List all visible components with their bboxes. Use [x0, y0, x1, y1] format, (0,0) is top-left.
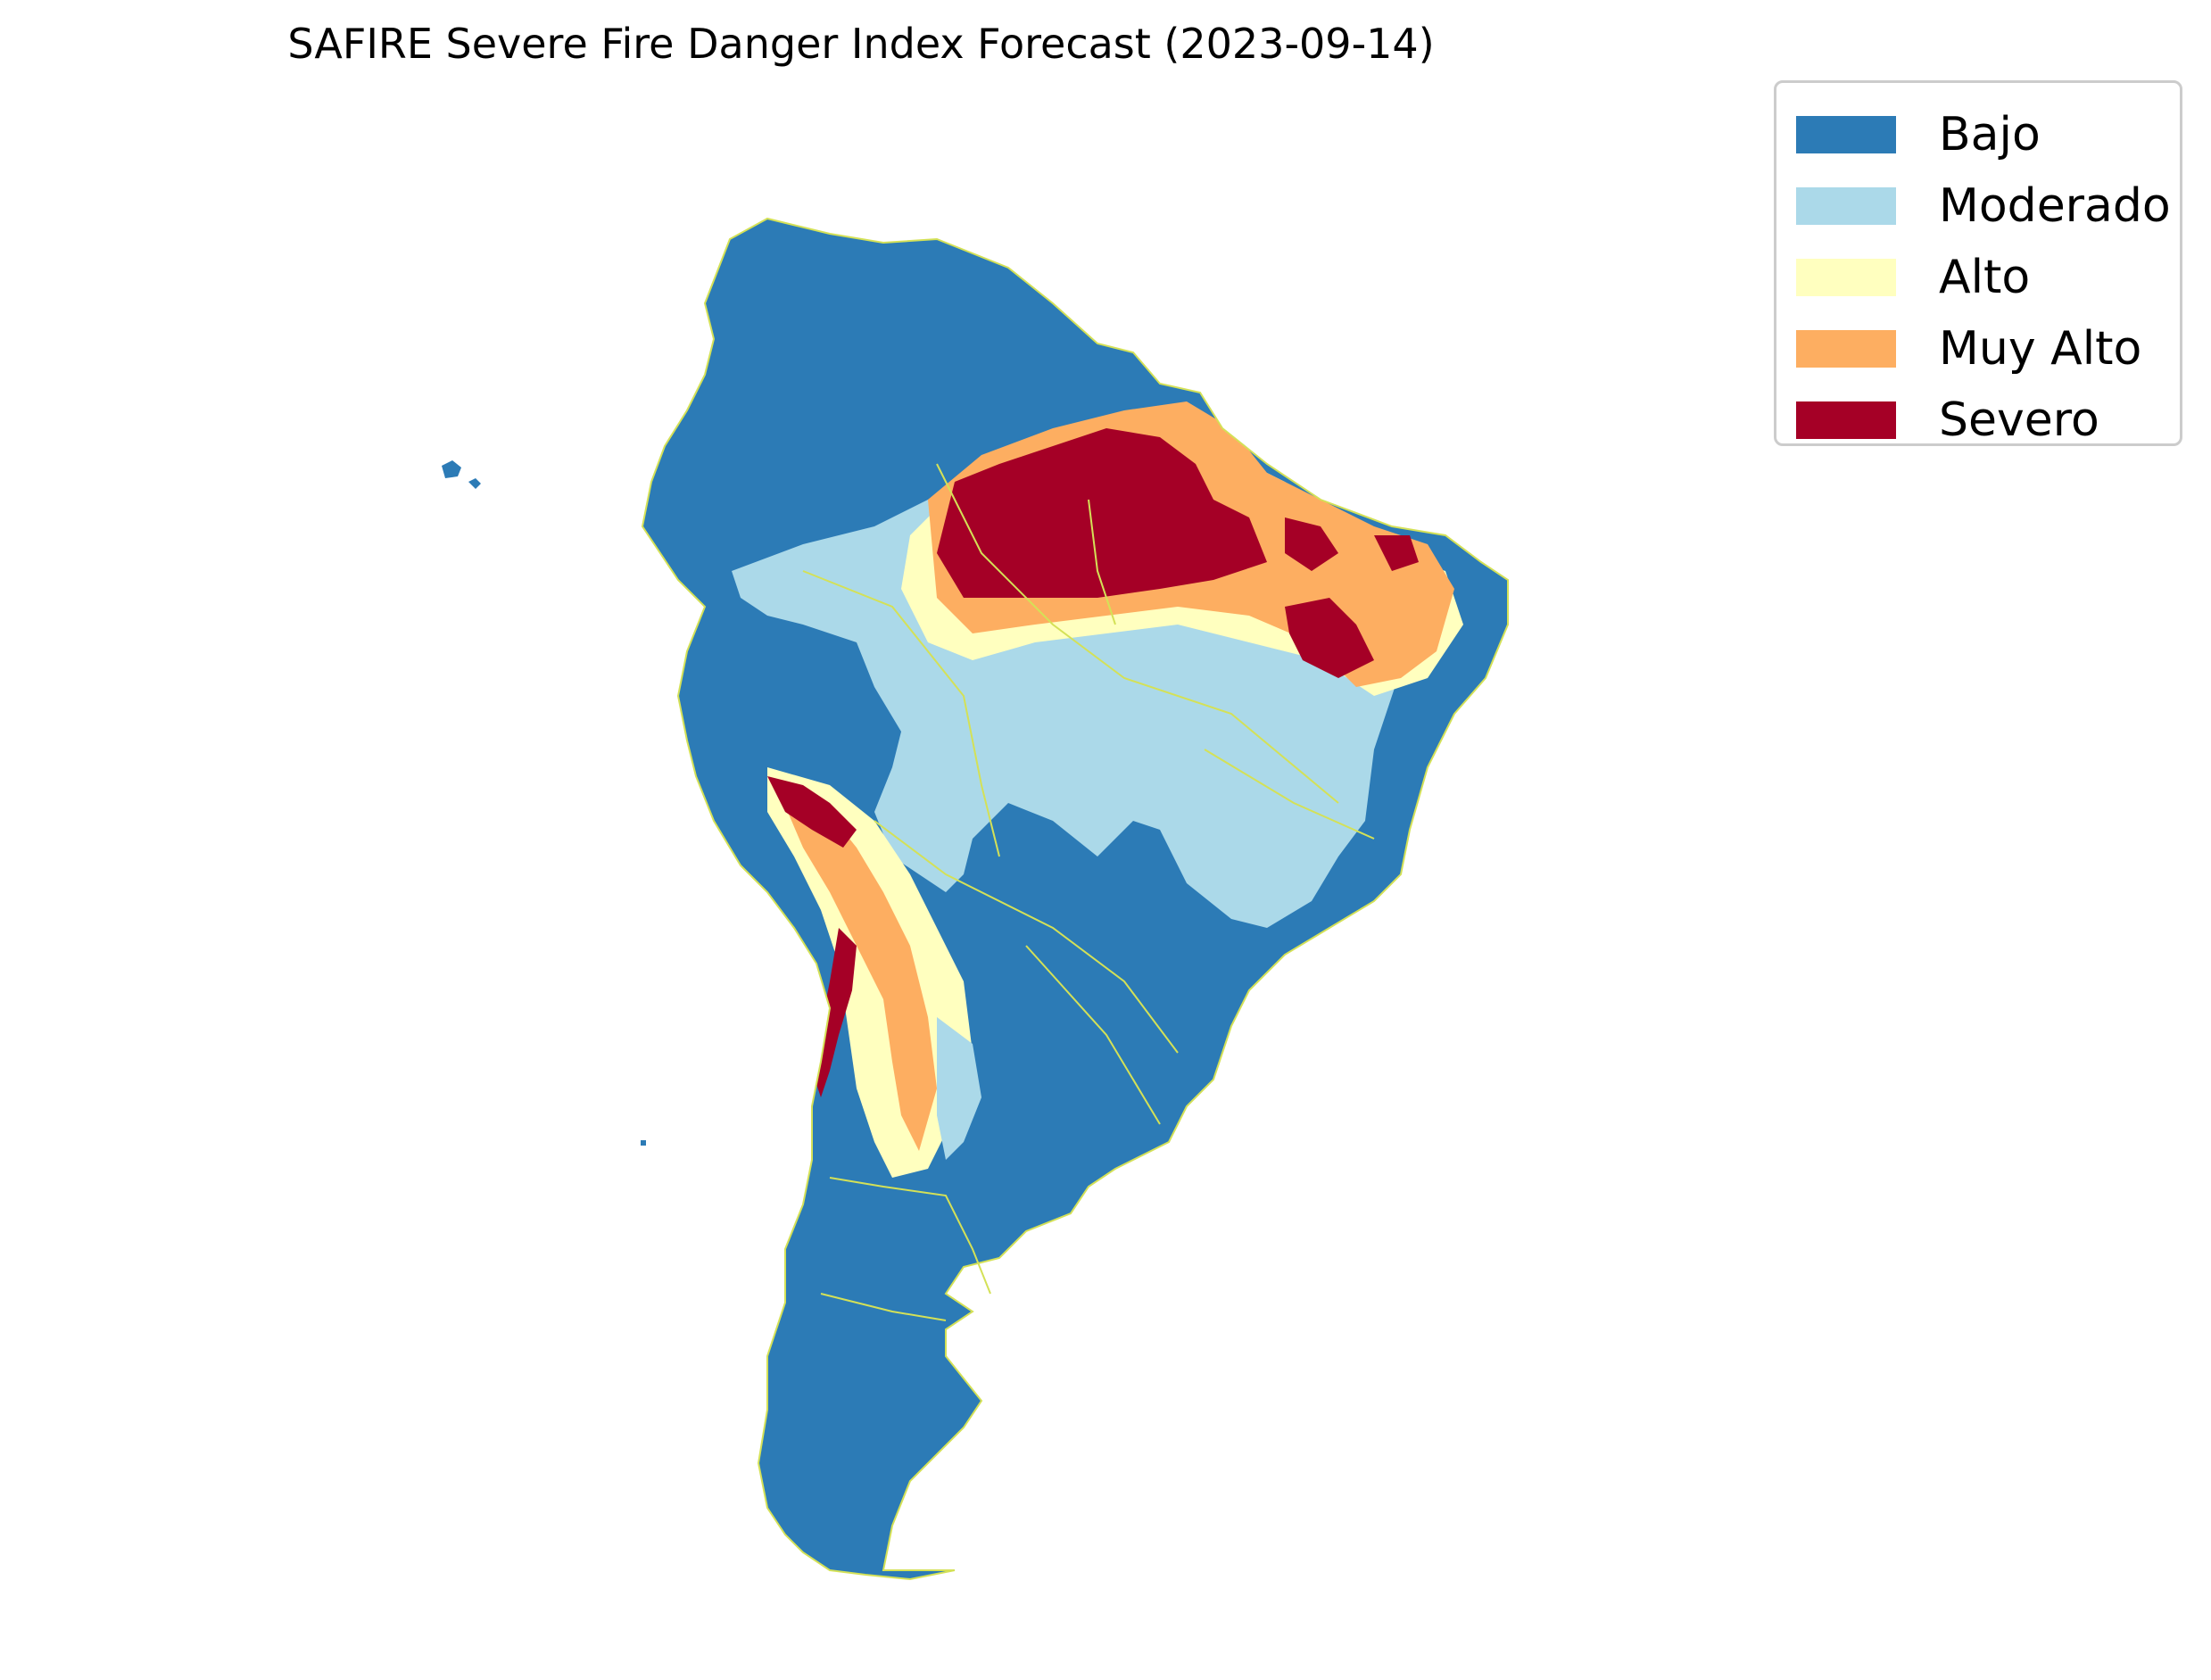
legend-swatch: [1796, 401, 1896, 439]
zone-andes-muy-alto: [776, 785, 937, 1151]
galapagos-islands: [442, 460, 481, 489]
legend-item-severo: Severo: [1776, 385, 2180, 456]
legend-label: Bajo: [1939, 108, 2041, 161]
zone-severo-coast: [1285, 517, 1419, 571]
legend-label: Severo: [1939, 393, 2099, 447]
legend-item-alto: Alto: [1776, 242, 2180, 313]
legend-label: Muy Alto: [1939, 322, 2142, 376]
island-dot: [641, 1140, 646, 1146]
country-borders: [642, 218, 1509, 1580]
zone-andes-moderado: [937, 1017, 981, 1160]
page-title: SAFIRE Severe Fire Danger Index Forecast…: [287, 20, 1435, 68]
legend-item-moderado: Moderado: [1776, 170, 2180, 242]
zone-severo-northeast: [1285, 598, 1374, 678]
legend-swatch: [1796, 259, 1896, 296]
legend-swatch: [1796, 330, 1896, 368]
legend-swatch: [1796, 116, 1896, 153]
legend-swatch: [1796, 187, 1896, 225]
legend: Bajo Moderado Alto Muy Alto Severo: [1774, 80, 2182, 447]
legend-label: Alto: [1939, 251, 2031, 304]
legend-item-muy-alto: Muy Alto: [1776, 313, 2180, 385]
zone-andes-severo: [767, 776, 857, 1097]
zone-severo-amazon: [937, 428, 1267, 598]
legend-label: Moderado: [1939, 179, 2171, 233]
legend-item-bajo: Bajo: [1776, 99, 2180, 170]
